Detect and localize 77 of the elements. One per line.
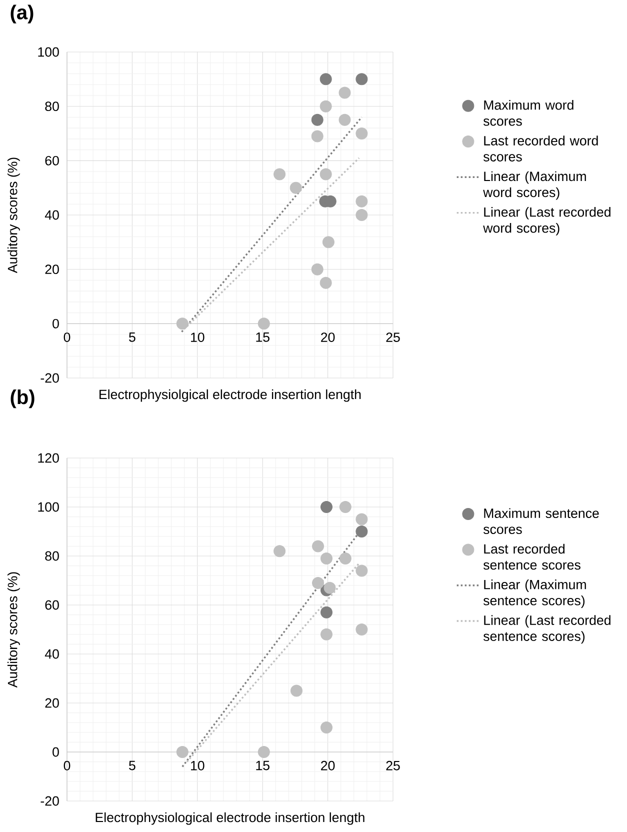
y-tick-label: -20	[40, 796, 59, 806]
point	[356, 73, 368, 86]
point	[312, 540, 324, 552]
y-tick-label: 40	[44, 649, 59, 659]
point	[320, 501, 332, 514]
point	[320, 606, 332, 618]
point	[311, 130, 324, 142]
point	[290, 182, 302, 194]
point	[274, 545, 286, 558]
x-tick-label: 25	[386, 760, 400, 770]
point	[320, 722, 332, 734]
y-tick-label: 20	[45, 698, 59, 708]
point	[324, 582, 336, 594]
x-tick-label: 5	[129, 760, 136, 770]
legend-label: Linear (Maximum word scores)	[483, 171, 586, 200]
point	[320, 100, 332, 112]
legend-label: Maximum sentence scores	[483, 508, 599, 534]
x-axis-title: Electrophysiolgical electrode insertion length	[100, 389, 361, 402]
point	[356, 209, 368, 222]
y-tick-label: -20	[40, 373, 59, 383]
chart-title: (a)	[10, 4, 34, 24]
point	[356, 526, 368, 538]
y-axis-title: Auditory scores (%)	[7, 158, 20, 274]
chart-title: (b)	[10, 390, 34, 408]
point	[320, 168, 332, 180]
point	[311, 114, 324, 126]
point	[356, 624, 368, 636]
point	[312, 576, 324, 589]
x-tick-label: 10	[191, 760, 204, 770]
y-axis-title: Auditory scores (%)	[7, 572, 20, 688]
x-tick-label: 5	[129, 332, 136, 342]
y-tick-label: 80	[45, 551, 59, 561]
y-tick-label: 120	[38, 453, 59, 463]
y-tick-label: 0	[52, 318, 59, 328]
point	[320, 73, 332, 86]
x-tick-label: 0	[64, 332, 70, 342]
point	[290, 684, 303, 697]
point	[339, 501, 352, 514]
legend-label: Last recorded sentence scores	[483, 544, 580, 570]
point	[176, 318, 188, 330]
x-tick-label: 20	[321, 332, 335, 342]
x-tick-label: 25	[386, 332, 400, 342]
y-tick-label: 20	[45, 264, 59, 274]
point	[339, 552, 352, 564]
point	[274, 168, 286, 180]
point	[258, 318, 270, 330]
x-tick-label: 10	[191, 332, 204, 342]
y-tick-label: 60	[45, 600, 59, 610]
y-tick-label: 0	[52, 747, 59, 757]
x-tick-label: 0	[64, 760, 70, 770]
point	[311, 263, 324, 276]
point	[338, 114, 351, 126]
legend-label: Linear (Last recorded word scores)	[483, 206, 610, 236]
legend-label: Linear (Maximum sentence scores)	[483, 580, 586, 608]
legend-label: Linear (Last recorded sentence scores)	[483, 615, 610, 644]
point	[356, 128, 368, 140]
y-tick-label: 100	[38, 502, 59, 512]
point	[320, 628, 332, 640]
y-tick-label: 40	[44, 210, 59, 220]
legend-label: Maximum word scores	[483, 100, 574, 126]
y-tick-label: 60	[45, 156, 59, 166]
x-tick-label: 20	[321, 760, 335, 770]
x-axis-title: Electrophysiological electrode insertion length	[96, 812, 364, 825]
y-tick-label: 100	[38, 47, 59, 57]
point	[356, 195, 368, 208]
point	[356, 513, 368, 526]
x-tick-label: 15	[256, 760, 270, 770]
point	[320, 276, 332, 289]
legend-label: Last recorded word scores	[483, 136, 598, 162]
point	[258, 746, 270, 758]
y-tick-label: 80	[45, 102, 59, 112]
point	[356, 564, 368, 577]
point	[176, 746, 188, 758]
point	[320, 552, 332, 564]
point	[322, 236, 334, 248]
point	[338, 86, 351, 99]
x-tick-label: 15	[256, 332, 270, 342]
